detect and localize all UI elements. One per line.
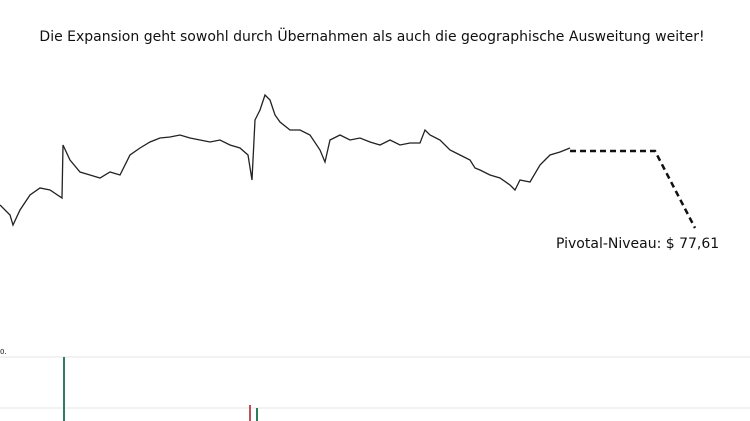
volume-bar (256, 408, 258, 421)
annotation: Pivotal-Niveau: $ 77,61 (556, 236, 719, 252)
volume-bar (249, 405, 251, 421)
price-line (0, 93, 571, 227)
chart-title: Die Expansion geht sowohl durch Übernahm… (39, 27, 704, 45)
y-tick-label: 0. (0, 348, 7, 356)
volume-bar (63, 357, 65, 421)
projection-line (570, 149, 697, 229)
